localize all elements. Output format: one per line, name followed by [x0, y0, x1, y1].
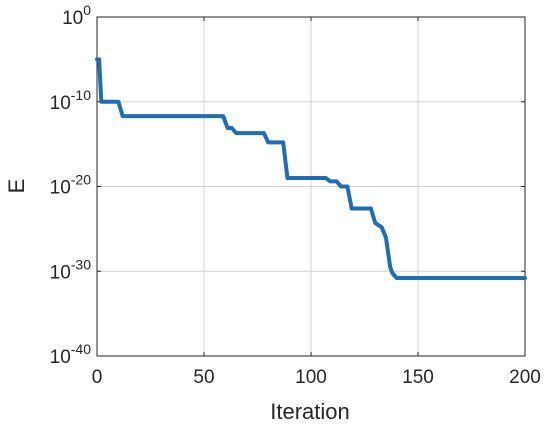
x-tick-label: 50 [193, 367, 214, 388]
x-axis-title: Iteration [270, 399, 350, 424]
x-tick-label: 150 [402, 367, 434, 388]
x-tick-label: 100 [295, 367, 327, 388]
x-tick-label: 200 [509, 367, 541, 388]
ticks: 0 50 100 150 200 100 10-10 10-20 10-30 10-40 [50, 2, 541, 388]
x-tick-label: 0 [92, 367, 103, 388]
grid [97, 17, 525, 356]
series-line-0 [95, 57, 527, 281]
y-tick-label: 10-40 [50, 341, 92, 368]
series-group [95, 57, 527, 281]
y-tick-label: 10-10 [50, 87, 92, 114]
y-tick-label: 10-30 [50, 256, 92, 283]
y-tick-label: 10-20 [50, 172, 92, 199]
y-tick-label: 100 [62, 2, 91, 29]
y-axis-title: E [4, 179, 29, 194]
